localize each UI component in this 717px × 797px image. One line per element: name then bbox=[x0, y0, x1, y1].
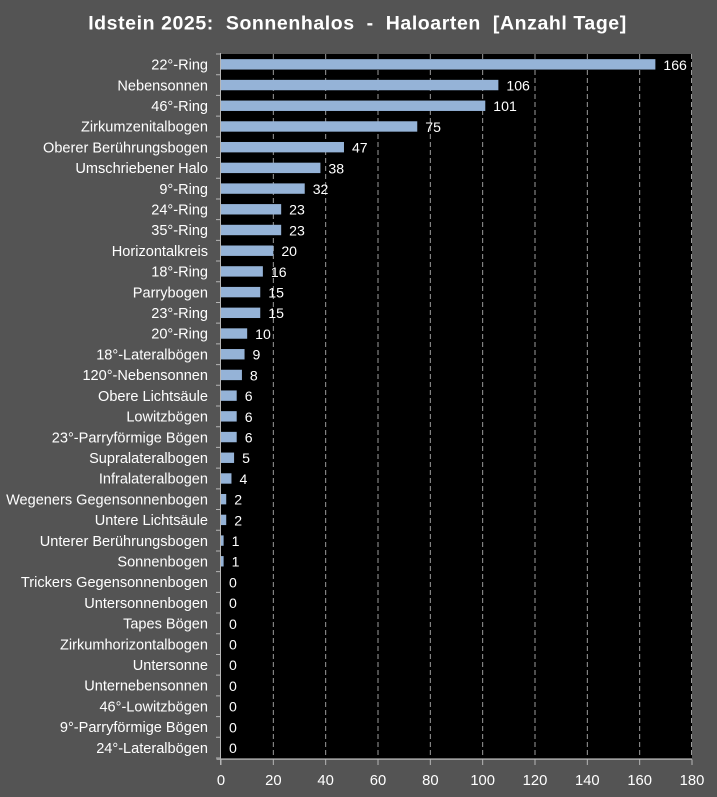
svg-text:47: 47 bbox=[352, 140, 368, 156]
svg-text:24°-Lateralbögen: 24°-Lateralbögen bbox=[96, 741, 208, 757]
svg-text:Infralateralbogen: Infralateralbogen bbox=[99, 472, 208, 488]
svg-text:6: 6 bbox=[245, 429, 253, 445]
svg-text:Wegeners Gegensonnenbogen: Wegeners Gegensonnenbogen bbox=[6, 492, 208, 508]
svg-text:6: 6 bbox=[245, 409, 253, 425]
svg-text:80: 80 bbox=[422, 773, 438, 789]
svg-text:Oberer Berührungsbogen: Oberer Berührungsbogen bbox=[43, 140, 208, 156]
svg-text:0: 0 bbox=[217, 773, 225, 789]
svg-text:101: 101 bbox=[493, 98, 517, 114]
svg-text:23°-Parryförmige Bögen: 23°-Parryförmige Bögen bbox=[52, 430, 208, 446]
svg-text:120: 120 bbox=[523, 773, 548, 789]
svg-text:6: 6 bbox=[245, 388, 253, 404]
svg-text:0: 0 bbox=[229, 719, 237, 735]
svg-text:46°-Lowitzbögen: 46°-Lowitzbögen bbox=[99, 699, 208, 715]
svg-text:Obere Lichtsäule: Obere Lichtsäule bbox=[98, 389, 208, 405]
svg-text:106: 106 bbox=[506, 77, 530, 93]
svg-text:9: 9 bbox=[253, 347, 261, 363]
svg-text:Umschriebener Halo: Umschriebener Halo bbox=[75, 161, 208, 177]
svg-text:16: 16 bbox=[271, 264, 287, 280]
svg-text:120°-Nebensonnen: 120°-Nebensonnen bbox=[82, 368, 208, 384]
svg-text:18°-Lateralbögen: 18°-Lateralbögen bbox=[96, 347, 208, 363]
svg-text:4: 4 bbox=[239, 471, 247, 487]
svg-text:15: 15 bbox=[268, 285, 284, 301]
svg-text:60: 60 bbox=[370, 773, 386, 789]
svg-text:Sonnenbogen: Sonnenbogen bbox=[117, 554, 208, 570]
svg-text:0: 0 bbox=[229, 574, 237, 590]
svg-text:1: 1 bbox=[232, 533, 240, 549]
svg-text:15: 15 bbox=[268, 305, 284, 321]
svg-text:2: 2 bbox=[234, 492, 242, 508]
svg-text:2: 2 bbox=[234, 512, 242, 528]
svg-text:40: 40 bbox=[317, 773, 333, 789]
svg-text:Parrybogen: Parrybogen bbox=[133, 285, 208, 301]
svg-text:0: 0 bbox=[229, 616, 237, 632]
svg-text:9°-Ring: 9°-Ring bbox=[159, 182, 208, 198]
svg-text:Horizontalkreis: Horizontalkreis bbox=[112, 244, 208, 260]
svg-text:23°-Ring: 23°-Ring bbox=[151, 306, 208, 322]
svg-text:35°-Ring: 35°-Ring bbox=[151, 223, 208, 239]
svg-text:20: 20 bbox=[265, 773, 281, 789]
svg-text:Supralateralbogen: Supralateralbogen bbox=[89, 451, 208, 467]
svg-text:1: 1 bbox=[232, 554, 240, 570]
svg-text:0: 0 bbox=[229, 740, 237, 756]
svg-text:22°-Ring: 22°-Ring bbox=[151, 58, 208, 74]
svg-text:20: 20 bbox=[281, 243, 297, 259]
svg-text:Unternebensonnen: Unternebensonnen bbox=[84, 679, 208, 695]
svg-text:166: 166 bbox=[663, 57, 687, 73]
svg-text:23: 23 bbox=[289, 222, 305, 238]
svg-text:23: 23 bbox=[289, 202, 305, 218]
svg-text:0: 0 bbox=[229, 699, 237, 715]
svg-text:24°-Ring: 24°-Ring bbox=[151, 202, 208, 218]
svg-text:38: 38 bbox=[328, 160, 344, 176]
svg-text:Untere Lichtsäule: Untere Lichtsäule bbox=[95, 513, 208, 529]
svg-text:Untersonne: Untersonne bbox=[133, 658, 208, 674]
svg-text:32: 32 bbox=[313, 181, 329, 197]
svg-text:Trickers Gegensonnenbogen: Trickers Gegensonnenbogen bbox=[21, 575, 208, 591]
svg-text:Zirkumzenitalbogen: Zirkumzenitalbogen bbox=[81, 120, 208, 136]
svg-text:Untersonnenbogen: Untersonnenbogen bbox=[84, 596, 208, 612]
svg-text:Idstein 2025: Sonnenhalos -: Idstein 2025: Sonnenhalos - Haloarten [A… bbox=[88, 13, 627, 35]
svg-text:Unterer Berührungsbogen: Unterer Berührungsbogen bbox=[40, 534, 208, 550]
svg-text:75: 75 bbox=[425, 119, 441, 135]
svg-text:46°-Ring: 46°-Ring bbox=[151, 99, 208, 115]
svg-text:100: 100 bbox=[470, 773, 495, 789]
svg-text:Lowitzbögen: Lowitzbögen bbox=[126, 410, 208, 426]
svg-text:0: 0 bbox=[229, 637, 237, 653]
svg-text:20°-Ring: 20°-Ring bbox=[151, 327, 208, 343]
svg-text:180: 180 bbox=[680, 773, 705, 789]
svg-text:Nebensonnen: Nebensonnen bbox=[117, 78, 208, 94]
svg-text:8: 8 bbox=[250, 367, 258, 383]
svg-text:18°-Ring: 18°-Ring bbox=[151, 265, 208, 281]
svg-text:140: 140 bbox=[575, 773, 600, 789]
svg-text:5: 5 bbox=[242, 450, 250, 466]
svg-text:10: 10 bbox=[255, 326, 271, 342]
svg-text:Zirkumhorizontalbogen: Zirkumhorizontalbogen bbox=[60, 637, 208, 653]
svg-text:Tapes Bögen: Tapes Bögen bbox=[123, 617, 208, 633]
svg-text:0: 0 bbox=[229, 595, 237, 611]
svg-text:0: 0 bbox=[229, 678, 237, 694]
svg-text:160: 160 bbox=[627, 773, 652, 789]
svg-text:0: 0 bbox=[229, 657, 237, 673]
svg-text:9°-Parryförmige Bögen: 9°-Parryförmige Bögen bbox=[60, 720, 208, 736]
